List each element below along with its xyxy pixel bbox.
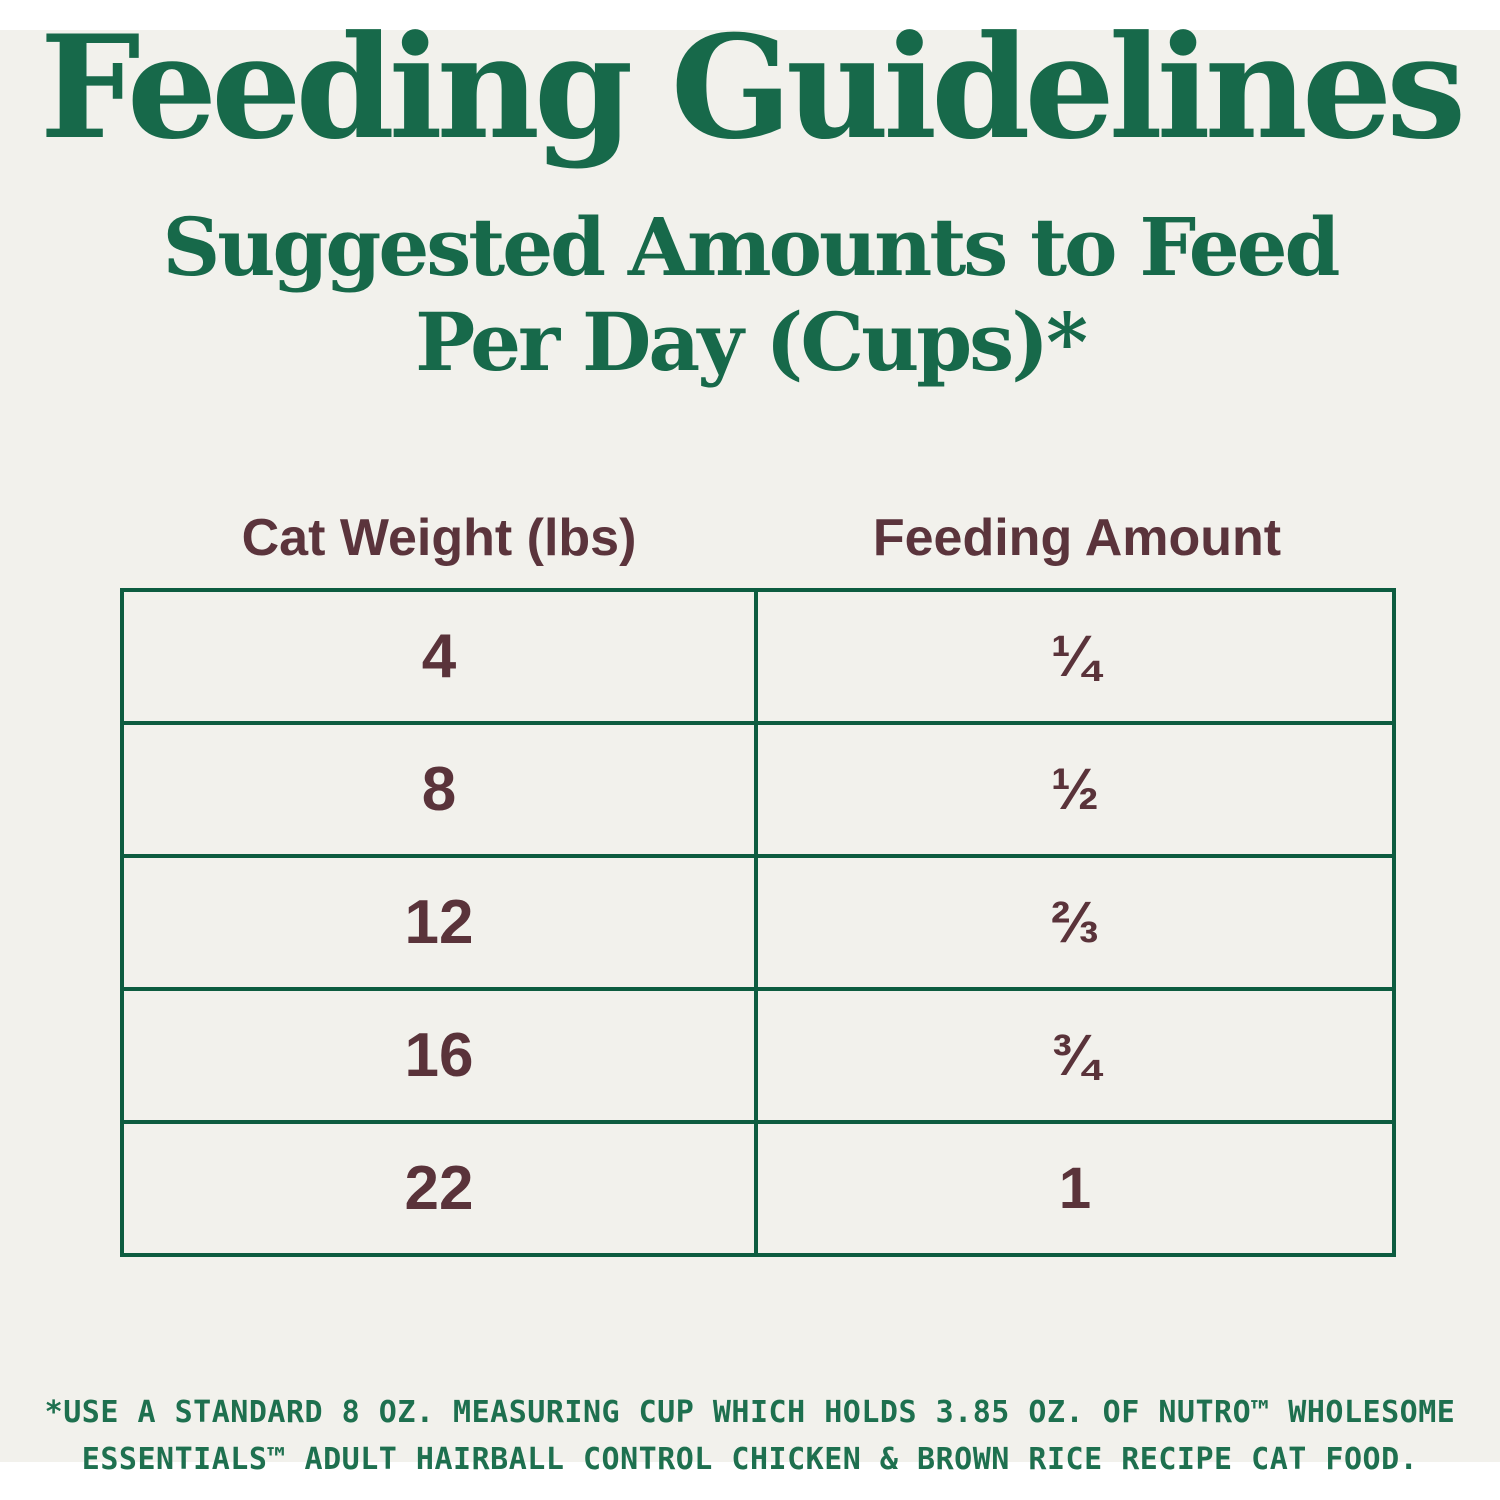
feeding-guidelines-table: 4 ¼ 8 ½ 12 ⅔ 16 ¾ 22 1 bbox=[120, 588, 1396, 1257]
feeding-amount-value: ½ bbox=[1050, 757, 1100, 822]
cat-weight-value: 4 bbox=[124, 592, 758, 721]
feeding-amount-value: ¾ bbox=[1050, 1023, 1100, 1088]
feeding-amount-value: ⅔ bbox=[1050, 890, 1100, 955]
footnote-line-1: *USE A STANDARD 8 OZ. MEASURING CUP WHIC… bbox=[44, 1395, 1456, 1430]
page-subtitle: Suggested Amounts to Feed Per Day (Cups)… bbox=[0, 200, 1500, 390]
subtitle-line-1: Suggested Amounts to Feed bbox=[162, 200, 1341, 294]
table-row: 22 1 bbox=[124, 1124, 1392, 1253]
table-header-row: Cat Weight (lbs) Feeding Amount bbox=[120, 508, 1396, 568]
column-header-feeding-amount: Feeding Amount bbox=[872, 509, 1282, 567]
table-row: 12 ⅔ bbox=[124, 858, 1392, 991]
cat-weight-value: 16 bbox=[124, 991, 758, 1120]
label-background bbox=[0, 30, 1500, 1462]
cat-weight-value: 22 bbox=[124, 1124, 758, 1253]
subtitle-line-2: Per Day (Cups)* bbox=[415, 295, 1088, 390]
page-title: Feeding Guidelines bbox=[39, 5, 1466, 171]
feeding-amount-value: ¼ bbox=[1050, 624, 1100, 689]
feeding-amount-value: 1 bbox=[1058, 1156, 1092, 1221]
cat-weight-value: 12 bbox=[124, 858, 758, 987]
footnote: *USE A STANDARD 8 OZ. MEASURING CUP WHIC… bbox=[0, 1390, 1500, 1483]
cat-weight-value: 8 bbox=[124, 725, 758, 854]
footnote-line-2: ESSENTIALS™ ADULT HAIRBALL CONTROL CHICK… bbox=[81, 1441, 1419, 1477]
column-header-cat-weight: Cat Weight (lbs) bbox=[241, 509, 637, 567]
table-row: 16 ¾ bbox=[124, 991, 1392, 1124]
